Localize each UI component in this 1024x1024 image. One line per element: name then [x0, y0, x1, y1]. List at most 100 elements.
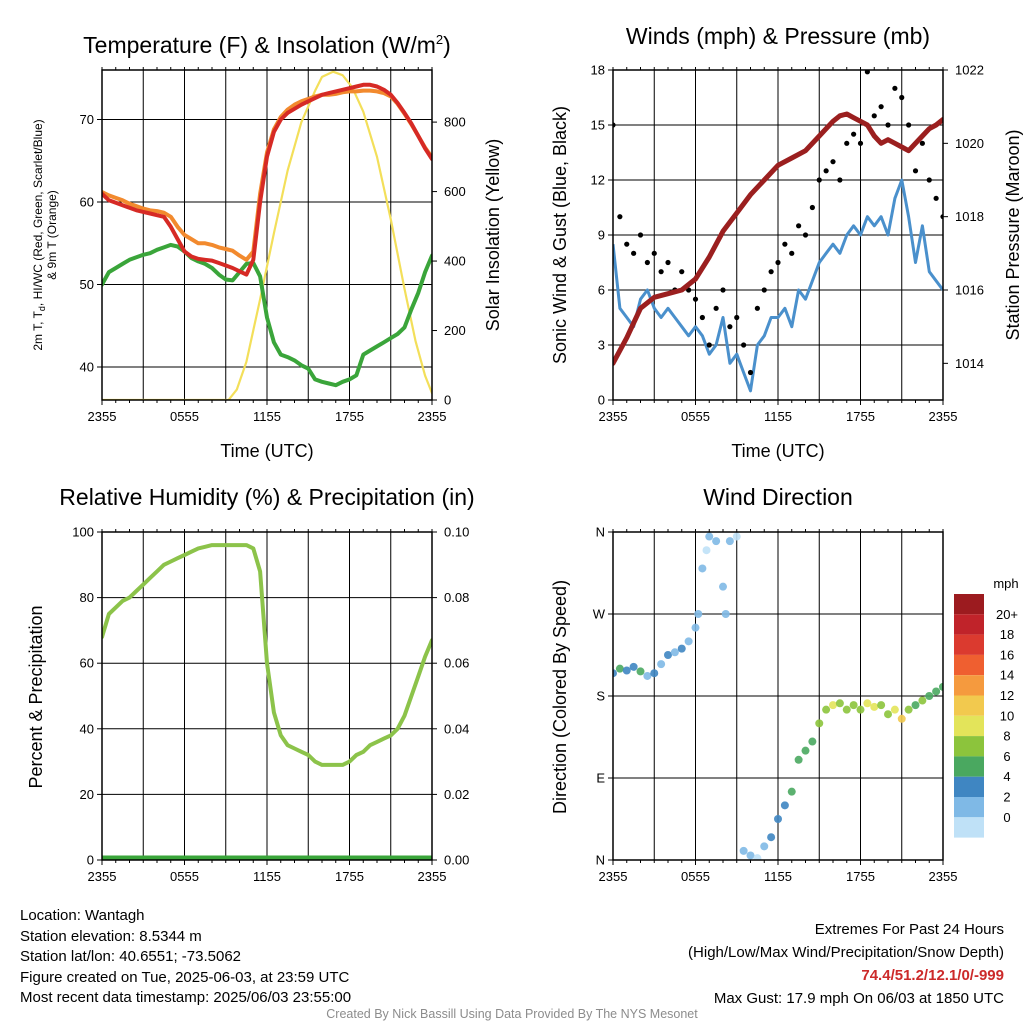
y-right-tick-label: 200	[444, 323, 466, 338]
gust-point	[617, 214, 623, 220]
extremes-subheading: (High/Low/Max Wind/Precipitation/Snow De…	[688, 944, 1004, 961]
gust-point	[864, 70, 870, 75]
colorbar-swatch	[954, 776, 984, 797]
series-line-2m-t	[102, 82, 432, 277]
series-line-sonic-wind	[613, 178, 943, 393]
direction-point	[808, 737, 817, 746]
humidity-panel-title: Relative Humidity (%) & Precipitation (i…	[59, 484, 474, 510]
colorbar-label: 4	[1003, 769, 1010, 784]
direction-point	[691, 623, 700, 632]
series-line-station-pressure	[613, 111, 943, 366]
gust-point	[706, 342, 712, 348]
y-left-tick-label: N	[596, 853, 605, 868]
colorbar-swatch	[954, 797, 984, 818]
x-tick-label: 2355	[88, 409, 117, 424]
gust-point	[699, 314, 705, 321]
y-right-tick-label: 800	[444, 115, 466, 130]
y-left-tick-label: 40	[80, 360, 94, 375]
x-tick-label: 1155	[253, 409, 281, 424]
direction-point	[780, 801, 789, 810]
y-right-tick-label: 1016	[955, 283, 984, 298]
y-right-tick-label: 0.02	[444, 787, 469, 802]
series-line-solar-insolation	[102, 70, 432, 400]
gust-point	[713, 305, 719, 311]
direction-point	[863, 699, 872, 708]
direction-point	[794, 755, 803, 764]
gust-point	[658, 269, 664, 275]
colorbar-label: 12	[1000, 688, 1014, 703]
gust-point	[837, 177, 843, 183]
humidity-panel-ylabel-left: Percent & Precipitation	[26, 605, 46, 788]
gust-point	[637, 232, 644, 238]
direction-point	[705, 532, 714, 541]
series-line-2m-td	[102, 242, 432, 388]
y-right-tick-label: 1018	[955, 209, 984, 224]
direction-point	[939, 682, 943, 691]
series-line-relative-humidity	[102, 543, 432, 767]
direction-point	[712, 537, 721, 546]
direction-point	[643, 671, 652, 680]
y-left-tick-label: W	[593, 607, 606, 622]
station-info: Location: Wantagh Station elevation: 8.5…	[20, 906, 351, 1009]
max-gust: Max Gust: 17.9 mph On 06/03 at 1850 UTC	[713, 990, 1004, 1007]
gust-point	[857, 140, 864, 146]
gust-point	[754, 305, 760, 311]
gust-point	[665, 259, 671, 266]
x-tick-label: 1755	[846, 869, 875, 884]
gust-point	[899, 94, 905, 101]
x-tick-label: 2355	[929, 409, 958, 424]
direction-point	[918, 696, 927, 705]
gust-point	[734, 314, 740, 321]
figure-created: Figure created on Tue, 2025-06-03, at 23…	[20, 968, 350, 986]
direction-point	[702, 546, 711, 555]
colorbar-swatch	[954, 654, 984, 676]
direction-point	[629, 662, 638, 671]
y-left-tick-label: 6	[598, 283, 605, 298]
extremes-values: 74.4/51.2/12.1/0/-999	[861, 967, 1004, 984]
y-left-tick-label: 100	[72, 525, 94, 540]
gust-point	[912, 168, 919, 174]
y-right-tick-label: 1020	[955, 136, 984, 151]
y-right-tick-label: 0.06	[444, 656, 469, 671]
winds-panel-ylabel-right: Station Pressure (Maroon)	[1003, 129, 1023, 340]
gust-point	[741, 342, 747, 348]
y-right-tick-label: 0.04	[444, 721, 469, 736]
y-left-tick-label: 20	[80, 787, 94, 802]
colorbar-label: 10	[1000, 708, 1014, 723]
colorbar-label: 16	[1000, 647, 1014, 662]
colorbar-swatch	[954, 675, 984, 696]
x-tick-label: 0555	[170, 409, 199, 424]
gust-point	[892, 85, 898, 91]
temperature-panel: Temperature (F) & Insolation (W/m2) 2355…	[31, 32, 503, 461]
direction-point	[746, 851, 755, 860]
direction-point	[753, 854, 762, 860]
credit-line: Created By Nick Bassill Using Data Provi…	[326, 1007, 698, 1021]
y-left-tick-label: 70	[80, 112, 94, 127]
direction-point	[842, 705, 851, 714]
x-tick-label: 1755	[335, 409, 364, 424]
gust-point	[747, 369, 754, 376]
gust-point	[809, 204, 815, 211]
y-right-tick-label: 1014	[955, 356, 984, 371]
direction-point	[732, 532, 741, 541]
winds-panel-ylabel-left: Sonic Wind & Gust (Blue, Black)	[550, 106, 570, 364]
y-left-tick-label: 80	[80, 590, 94, 605]
direction-point	[897, 714, 906, 723]
gust-point	[878, 104, 884, 110]
direction-point	[670, 648, 679, 657]
colorbar-label: 6	[1003, 749, 1010, 764]
wind-direction-panel-ylabel: Direction (Colored By Speed)	[550, 580, 570, 814]
gust-point	[775, 259, 781, 266]
y-left-tick-label: 50	[80, 277, 94, 292]
direction-point	[719, 582, 727, 591]
colorbar-title: mph	[993, 576, 1018, 591]
y-left-tick-label: 18	[591, 63, 605, 78]
gust-point	[727, 324, 733, 330]
y-left-tick-label: N	[596, 525, 605, 540]
colorbar-swatch	[954, 736, 984, 757]
y-left-tick-label: 0	[598, 393, 605, 408]
direction-point	[650, 669, 659, 678]
colorbar-swatch	[954, 594, 984, 615]
series-group	[102, 543, 432, 860]
humidity-panel: Relative Humidity (%) & Precipitation (i…	[26, 484, 475, 884]
